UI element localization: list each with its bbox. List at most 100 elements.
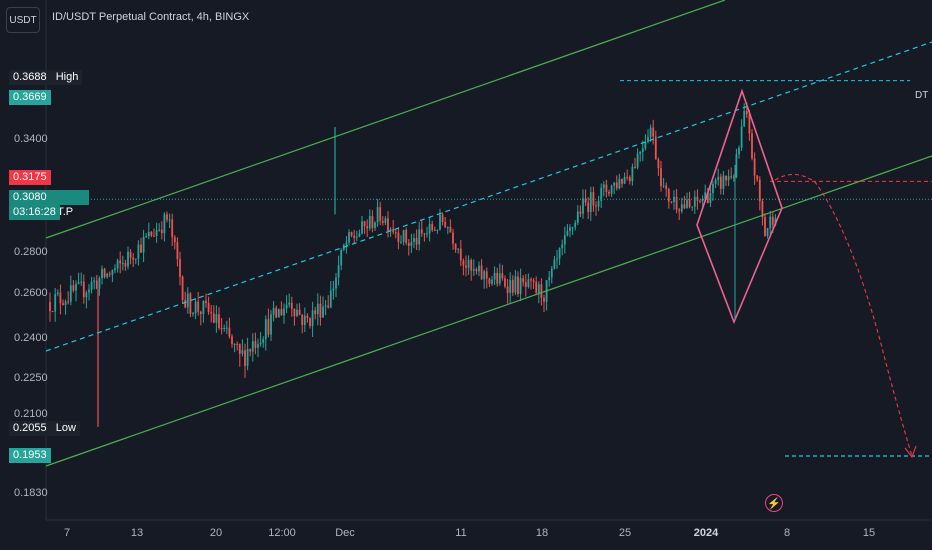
- candle-body: [111, 270, 114, 275]
- candle-body: [127, 251, 129, 267]
- candle-body: [197, 301, 200, 312]
- candle-body: [246, 349, 249, 366]
- candle-body: [251, 341, 254, 352]
- price-tick: 0.1830: [14, 487, 48, 499]
- candle-body: [688, 199, 691, 207]
- price-label-target: 0.1953: [9, 448, 51, 463]
- candle-body: [410, 241, 413, 246]
- candle-body: [764, 217, 766, 236]
- time-tick: 13: [130, 527, 144, 539]
- candle-body: [322, 306, 324, 318]
- candle-body: [153, 235, 155, 237]
- candle-body: [558, 248, 561, 259]
- candle-body: [478, 265, 480, 272]
- candle-body: [283, 308, 285, 316]
- candle-body: [506, 286, 509, 293]
- candle-body: [693, 196, 696, 207]
- candle-body: [680, 204, 683, 212]
- last-price: 0.3080: [13, 191, 47, 203]
- candle-body: [459, 248, 462, 261]
- candle-body: [236, 343, 239, 345]
- candle-body: [108, 273, 111, 275]
- time-tick: 11: [455, 527, 467, 539]
- candle-body: [116, 260, 119, 269]
- candle-body: [501, 273, 504, 279]
- candle-body: [631, 166, 634, 182]
- candle-body: [366, 226, 369, 229]
- candle-body: [743, 111, 746, 127]
- candle-body: [270, 314, 272, 335]
- candle-body: [329, 290, 332, 308]
- candle-body: [231, 336, 233, 345]
- time-tick: 12:00: [268, 527, 296, 539]
- candle-body: [470, 259, 473, 271]
- candle-body: [249, 349, 252, 352]
- candle-body: [571, 227, 574, 229]
- candle-body: [82, 281, 85, 298]
- candle-body: [132, 257, 135, 260]
- candle-body: [207, 302, 210, 313]
- candle-body: [327, 305, 330, 308]
- candle-body: [137, 244, 140, 259]
- candle-body: [446, 227, 449, 229]
- price-tick: 0.2600: [14, 287, 48, 299]
- candle-body: [530, 279, 532, 281]
- price-tick: 0.2800: [14, 246, 48, 258]
- candle-body: [389, 228, 392, 232]
- currency-button[interactable]: USDT: [6, 7, 40, 33]
- candle-body: [199, 311, 202, 315]
- candle-body: [293, 308, 296, 317]
- candle-body: [119, 260, 122, 264]
- candle-body: [184, 299, 187, 308]
- time-tick: Dec: [335, 527, 355, 539]
- candle-body: [667, 189, 670, 202]
- channel-lower-line: [45, 155, 932, 467]
- candle-body: [103, 268, 106, 278]
- candle-body: [418, 229, 421, 245]
- candle-body: [160, 229, 163, 234]
- candle-body: [649, 127, 652, 138]
- chart-title: ID/USDT Perpetual Contract, 4h, BINGX: [52, 11, 250, 23]
- candle-body: [522, 278, 525, 283]
- candle-body: [101, 268, 103, 279]
- candle-body: [491, 279, 493, 284]
- candle-body: [314, 310, 317, 315]
- candle-body: [405, 230, 408, 243]
- candle-body: [228, 327, 231, 337]
- candle-body: [706, 192, 709, 204]
- candle-body: [400, 241, 402, 243]
- candle-body: [462, 260, 465, 266]
- candle-body: [358, 233, 361, 237]
- time-tick: 18: [535, 527, 549, 539]
- candle-body: [145, 236, 148, 238]
- candle-body: [766, 228, 769, 236]
- candle-body: [454, 243, 457, 250]
- channel-upper-line: [45, 0, 726, 239]
- candle-body: [576, 211, 579, 223]
- candle-body: [725, 175, 727, 181]
- candle-body: [93, 280, 96, 282]
- candle-body: [738, 147, 740, 155]
- candle-body: [181, 276, 184, 300]
- lightning-icon[interactable]: ⚡: [765, 494, 783, 512]
- candle-body: [433, 229, 436, 231]
- candle-body: [634, 166, 636, 168]
- candle-body: [678, 209, 681, 212]
- candle-body: [202, 300, 205, 315]
- candle-body: [589, 192, 592, 213]
- projection-arrow: [904, 445, 917, 459]
- candle-body: [701, 198, 704, 202]
- candle-body: [615, 182, 618, 189]
- candle-body: [592, 192, 595, 206]
- candle-body: [613, 182, 616, 186]
- candle-body: [639, 151, 642, 154]
- candle-body: [277, 309, 280, 318]
- candle-body: [142, 236, 145, 253]
- candle-body: [665, 185, 668, 190]
- candle-body: [95, 280, 98, 289]
- price-tick: 0.2250: [14, 372, 48, 384]
- candle-body: [597, 200, 600, 207]
- projection-path: [774, 173, 913, 457]
- candle-body: [134, 258, 137, 260]
